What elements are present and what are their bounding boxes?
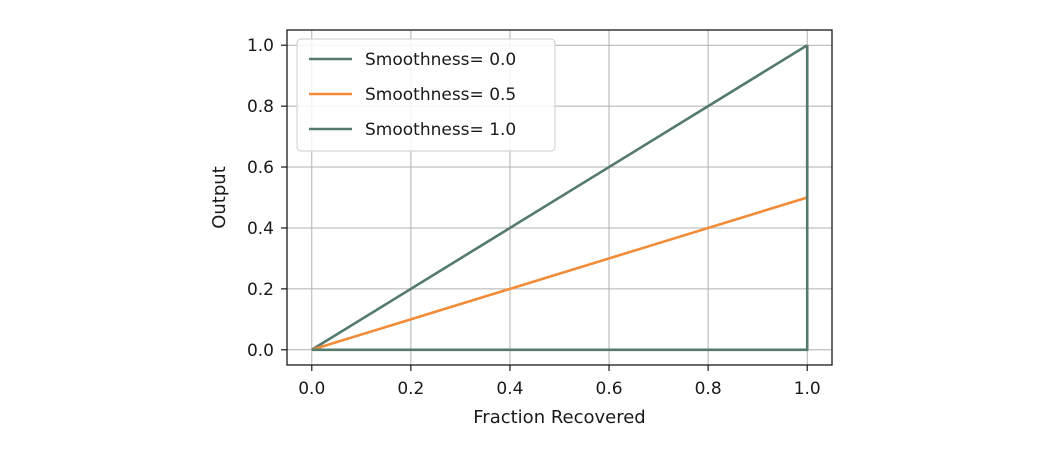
x-tick-label: 0.8 bbox=[695, 379, 722, 399]
legend-box bbox=[296, 38, 556, 152]
x-tick-label: 0.2 bbox=[397, 379, 424, 399]
series-line-0 bbox=[311, 44, 808, 351]
plot-frame bbox=[286, 29, 833, 366]
x-tick-label: 1.0 bbox=[794, 379, 821, 399]
legend-label: Smoothness= 1.0 bbox=[365, 120, 516, 140]
x-tick-label: 0.6 bbox=[596, 379, 623, 399]
y-tick-label: 0.4 bbox=[247, 219, 274, 239]
y-tick-label: 0.6 bbox=[247, 158, 274, 178]
legend-label: Smoothness= 0.0 bbox=[365, 50, 516, 70]
x-tick-label: 0.0 bbox=[298, 379, 325, 399]
y-tick-label: 0.0 bbox=[247, 341, 274, 361]
legend-label: Smoothness= 0.5 bbox=[365, 85, 516, 105]
axis-ticks: 0.0 0.2 0.4 0.6 0.8 1.0 0.0 0.2 0.4 0.6 0.8 1.0 bbox=[247, 36, 821, 399]
y-tick-label: 0.8 bbox=[247, 97, 274, 117]
x-tick-label: 0.4 bbox=[496, 379, 523, 399]
y-tick-label: 0.2 bbox=[247, 280, 274, 300]
x-axis-title: Fraction Recovered bbox=[473, 407, 646, 428]
y-tick-label: 1.0 bbox=[247, 36, 274, 56]
series-line-2 bbox=[311, 45, 809, 352]
series-lines bbox=[311, 44, 809, 352]
legend: Smoothness= 0.0 Smoothness= 0.5 Smoothness… bbox=[296, 38, 556, 152]
y-axis-title: Output bbox=[209, 166, 230, 229]
